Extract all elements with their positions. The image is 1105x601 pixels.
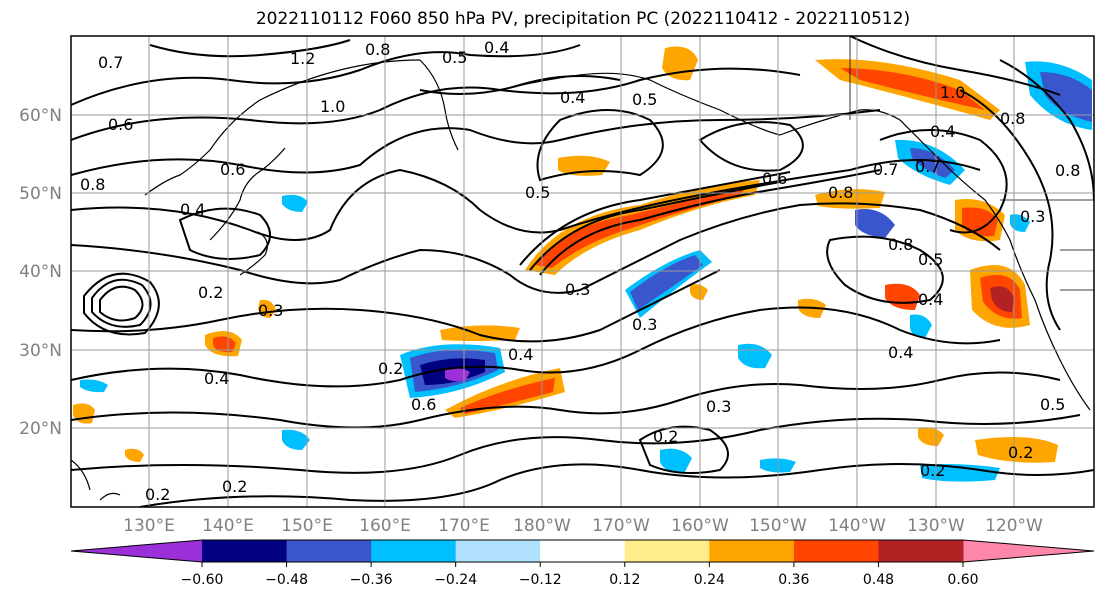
lon-labels: 130°E 140°E 150°E 160°E 170°E 180°W 170°… [123,516,1043,536]
lat-label: 50°N [19,184,62,204]
contour-label: 0.5 [442,48,467,67]
contour-label: 0.8 [80,175,105,194]
lon-label: 140°W [828,516,886,536]
map-title: 2022110112 F060 850 hPa PV, precipitatio… [255,9,911,29]
contour-label: 0.5 [632,90,657,109]
colorbar: −0.60 −0.48 −0.36 −0.24 −0.12 0.12 0.24 0.36 0.4… [70,539,1095,588]
contour-label: 0.2 [378,359,403,378]
contour-label: 0.4 [930,122,955,141]
lon-label: 130°W [907,516,965,536]
contour-label: 0.7 [98,53,123,72]
lon-label: 150°E [281,516,333,536]
contour-label: 0.2 [653,427,678,446]
lon-label: 130°E [123,516,175,536]
pv-contours [71,36,1094,507]
lat-label: 30°N [19,341,62,361]
contour-label: 0.4 [888,343,913,362]
map-frame [70,35,1095,508]
colorbar-tick-label: 0.60 [947,572,978,588]
contour-label: 1.2 [290,49,315,68]
contour-label: 0.2 [145,485,170,504]
colorbar-segment [371,540,457,562]
lon-label: 160°E [359,516,411,536]
lon-label: 120°W [985,516,1043,536]
lon-label: 170°W [592,516,650,536]
gridlines [71,36,1094,507]
contour-label: 0.5 [918,250,943,269]
colorbar-segment [793,540,879,562]
borders [849,36,1094,291]
contour-label: 0.5 [525,183,550,202]
contour-label: 0.3 [565,280,590,299]
contour-label: 0.4 [560,88,585,107]
contour-label: 0.8 [828,183,853,202]
contour-label: 0.4 [508,345,533,364]
colorbar-tick-label: −0.48 [265,572,308,588]
contour-label: 0.2 [920,461,945,480]
colorbar-segment [202,540,288,562]
colorbar-segment [709,540,795,562]
contour-label: 0.3 [258,301,283,320]
colorbar-extend-max [963,540,1094,562]
contour-label: 0.2 [222,477,247,496]
colorbar-tick-label: 0.24 [694,572,725,588]
contour-label: 0.3 [1020,207,1045,226]
colorbar-segment [286,540,372,562]
contour-label: 0.8 [1000,109,1025,128]
contour-label: 0.3 [706,397,731,416]
contour-label: 0.7 [915,157,940,176]
lon-label: 180°W [513,516,571,536]
colorbar-tick-label: −0.24 [434,572,477,588]
colorbar-segment [624,540,710,562]
colorbar-tick-label: −0.36 [350,572,393,588]
colorbar-tick-label: −0.60 [181,572,224,588]
lon-label: 140°E [202,516,254,536]
contour-label: 0.7 [873,160,898,179]
contour-label: 1.0 [940,83,965,102]
contour-label: 0.8 [1055,161,1080,180]
contour-label: 0.4 [484,38,509,57]
colorbar-tick-label: 0.36 [778,572,809,588]
contour-label: 0.2 [1008,443,1033,462]
lat-labels: 60°N 50°N 40°N 30°N 20°N [19,106,62,439]
colorbar-segment [540,540,626,562]
contour-label: 0.2 [198,283,223,302]
contour-label: 0.8 [365,40,390,59]
lon-label: 150°W [749,516,807,536]
contour-label: 0.4 [918,290,943,309]
contour-label: 0.6 [108,115,133,134]
lat-label: 60°N [19,106,62,126]
lat-label: 20°N [19,419,62,439]
contour-label: 0.4 [204,369,229,388]
colorbar-extend-min [71,540,202,562]
contour-labels: 0.7 1.2 0.8 0.5 0.4 0.6 1.0 0.4 0.5 0.6 … [80,38,1080,504]
contour-label: 1.0 [320,97,345,116]
colorbar-segment [455,540,541,562]
contour-label: 0.6 [411,395,436,414]
lon-label: 170°E [438,516,490,536]
contour-label: 0.8 [888,235,913,254]
colorbar-tick-label: −0.12 [519,572,562,588]
lat-label: 40°N [19,262,62,282]
contour-label: 0.5 [1040,395,1065,414]
lon-label: 160°W [671,516,729,536]
colorbar-segment [878,540,964,562]
colorbar-tick-label: 0.48 [863,572,894,588]
colorbar-tick-label: 0.12 [609,572,640,588]
contour-label: 0.6 [220,160,245,179]
contour-label: 0.4 [180,200,205,219]
contour-label: 0.3 [632,315,657,334]
contour-label: 0.6 [762,169,787,188]
